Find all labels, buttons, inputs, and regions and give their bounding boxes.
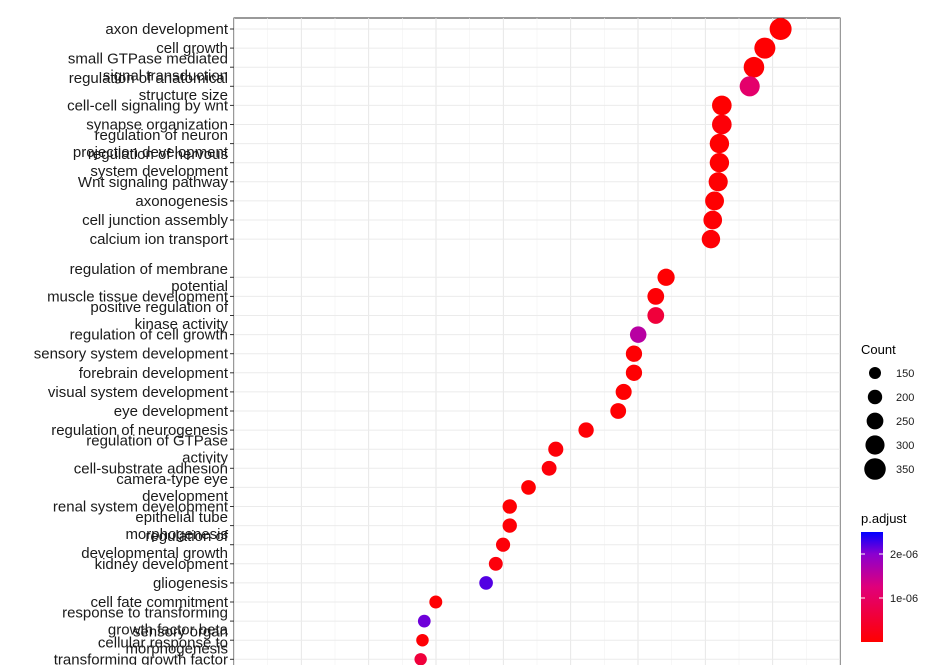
point-regulation-of-developmental-growth (495, 537, 511, 552)
category-label-renal-system-development: renal system development (53, 499, 229, 516)
point-sensory-system-development (625, 345, 643, 362)
point-renal-system-development (502, 499, 517, 514)
point-small-gtpase-mediated-signal-transduction (743, 56, 765, 78)
grid-lines (234, 18, 840, 665)
point-cellular-response-to-transforming-growth-factor-beta-stimulus (414, 653, 427, 665)
size-legend-dot-300 (865, 435, 885, 455)
category-label-visual-system-development: visual system development (48, 384, 229, 401)
point-regulation-of-neuron-projection-development (709, 133, 730, 154)
point-cell-substrate-adhesion (541, 460, 557, 476)
y-axis-ticks (230, 28, 234, 660)
point-regulation-of-gtpase-activity (548, 441, 564, 457)
category-label-small-gtpase-mediated-signal-transduction: small GTPase mediated signal transduction (68, 51, 228, 85)
category-label-forebrain-development: forebrain development (79, 365, 229, 382)
category-label-eye-development: eye development (114, 403, 229, 420)
category-label-regulation-of-neuron-projection-development: regulation of neuron projection developme… (73, 127, 229, 161)
category-label-cell-junction-assembly: cell junction assembly (82, 212, 228, 229)
point-epithelial-tube-morphogenesis (502, 518, 517, 533)
size-legend: Count 150 200 250 300 350 (861, 342, 914, 480)
category-label-axonogenesis: axonogenesis (135, 193, 228, 210)
category-label-sensory-system-development: sensory system development (34, 346, 229, 363)
category-label-kidney-development: kidney development (95, 556, 229, 573)
point-eye-development (610, 403, 627, 419)
category-label-camera-type-eye-development: camera-type eye development (116, 471, 229, 505)
color-legend-title: p.adjust (861, 511, 907, 526)
point-cell-fate-commitment (429, 595, 443, 609)
size-legend-dot-350 (864, 458, 886, 480)
category-label-regulation-of-neurogenesis: regulation of neurogenesis (51, 422, 228, 439)
point-positive-regulation-of-kinase-activity (647, 307, 665, 324)
size-legend-label-200: 200 (896, 392, 914, 404)
point-axon-development (769, 18, 792, 40)
category-label-muscle-tissue-development: muscle tissue development (47, 288, 229, 305)
category-label-regulation-of-membrane-potential: regulation of membrane potential (70, 261, 228, 295)
category-label-regulation-of-nervous-system-development: regulation of nervous system development (88, 146, 229, 180)
size-legend-title: Count (861, 342, 896, 357)
color-legend-label-2e-06: 2e-06 (890, 549, 918, 561)
point-sensory-organ-morphogenesis (416, 633, 429, 647)
category-label-cell-growth: cell growth (156, 40, 228, 57)
category-label-gliogenesis: gliogenesis (153, 575, 228, 592)
size-legend-dot-150 (869, 367, 881, 379)
color-legend-bar (861, 532, 883, 642)
category-label-wnt-signaling-pathway: Wnt signaling pathway (78, 174, 229, 191)
point-synapse-organization (712, 114, 732, 135)
category-label-cell-cell-signaling-by-wnt: cell-cell signaling by wnt (67, 97, 229, 114)
point-regulation-of-neurogenesis (578, 422, 594, 438)
size-legend-label-300: 300 (896, 440, 914, 452)
point-regulation-of-membrane-potential (657, 268, 675, 286)
point-visual-system-development (615, 383, 632, 400)
size-legend-label-150: 150 (896, 368, 914, 380)
category-label-epithelial-tube-morphogenesis: epithelial tube morphogenesis (125, 509, 228, 543)
point-regulation-of-nervous-system-development (709, 153, 730, 173)
category-label-cell-fate-commitment: cell fate commitment (90, 594, 228, 611)
point-wnt-signaling-pathway (708, 172, 728, 192)
category-label-cellular-response-to-transforming-growth-factor-beta-stimulus: cellular response to transforming growth … (54, 634, 228, 665)
point-gliogenesis (479, 576, 493, 590)
point-regulation-of-anatomical-structure-size (739, 76, 760, 97)
point-cell-growth (754, 37, 776, 59)
data-points (414, 18, 792, 665)
category-label-cell-substrate-adhesion: cell-substrate adhesion (74, 460, 228, 477)
category-label-regulation-of-anatomical-structure-size: regulation of anatomical structure size (69, 70, 228, 104)
category-label-sensory-organ-morphogenesis: sensory organ morphogenesis (125, 624, 228, 658)
point-axonogenesis (705, 191, 725, 211)
color-legend: p.adjust 1e-06 2e-06 (861, 511, 918, 642)
point-forebrain-development (625, 364, 643, 381)
point-muscle-tissue-development (647, 288, 665, 305)
category-label-regulation-of-developmental-growth: regulation of developmental growth (81, 528, 229, 562)
point-camera-type-eye-development (521, 480, 536, 495)
category-label-positive-regulation-of-kinase-activity: positive regulation of kinase activity (90, 299, 228, 333)
category-label-regulation-of-cell-growth: regulation of cell growth (70, 327, 228, 344)
size-legend-dot-250 (866, 412, 884, 430)
point-regulation-of-cell-growth (629, 326, 647, 343)
point-response-to-transforming-growth-factor-beta (417, 614, 431, 628)
point-calcium-ion-transport (701, 229, 721, 249)
color-legend-label-1e-06: 1e-06 (890, 593, 918, 605)
point-cell-cell-signaling-by-wnt (712, 95, 732, 116)
category-label-regulation-of-gtpase-activity: regulation of GTPase activity (86, 433, 228, 467)
category-label-calcium-ion-transport: calcium ion transport (90, 231, 229, 248)
category-label-axon-development: axon development (105, 21, 228, 38)
point-cell-junction-assembly (703, 210, 723, 230)
size-legend-label-250: 250 (896, 416, 914, 428)
point-kidney-development (488, 556, 503, 571)
category-label-response-to-transforming-growth-factor-beta: response to transforming growth factor be… (62, 605, 229, 639)
category-label-synapse-organization: synapse organization (86, 117, 228, 134)
size-legend-label-350: 350 (896, 464, 914, 476)
size-legend-dot-200 (867, 389, 883, 405)
